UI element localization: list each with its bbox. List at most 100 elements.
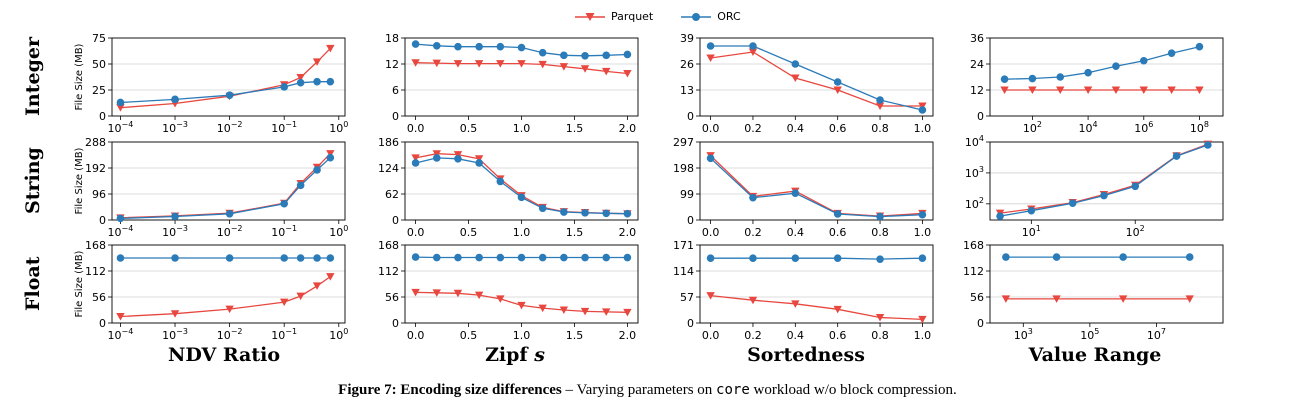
series-line-parquet-string-sortedness <box>710 155 923 217</box>
point-orc-string-ndv-ratio <box>296 181 305 190</box>
legend-label-orc: ORC <box>717 10 741 23</box>
point-parquet-float-zipf-s <box>496 295 505 303</box>
point-orc-string-ndv-ratio <box>280 199 288 208</box>
point-parquet-integer-value-range <box>1056 86 1065 94</box>
xtick-label-integer-zipf-s: 1.5 <box>566 122 584 135</box>
point-orc-string-zipf-s <box>602 209 611 218</box>
point-parquet-string-zipf-s <box>453 151 463 159</box>
axes-frame-integer-zipf-s <box>404 37 639 117</box>
xtick-label-integer-sortedness: 0.8 <box>871 122 889 135</box>
point-parquet-integer-zipf-s <box>474 60 484 68</box>
panel-float-value-range: 0 56 112 168 103 105 107 <box>963 239 1224 342</box>
ytick-label-integer-sortedness: 39 <box>680 32 694 45</box>
point-parquet-float-zipf-s <box>580 307 590 316</box>
point-orc-float-sortedness <box>706 254 715 263</box>
point-orc-integer-zipf-s <box>560 51 568 60</box>
point-orc-integer-sortedness <box>791 60 800 68</box>
panel-integer-value-range: 0 12 24 36 102 104 106 108 <box>970 32 1224 135</box>
point-orc-integer-value-range <box>1112 62 1120 70</box>
ytick-label-integer-value-range: 0 <box>977 110 984 123</box>
ytick-label-string-ndv-ratio: 288 <box>85 136 106 149</box>
point-parquet-float-zipf-s <box>474 291 484 300</box>
series-line-parquet-float-sortedness <box>710 294 923 321</box>
point-orc-integer-sortedness <box>876 96 884 104</box>
point-orc-integer-zipf-s <box>538 48 547 57</box>
axes-frame-integer-ndv-ratio <box>111 37 346 117</box>
xtick-label-float-ndv-ratio: 100 <box>329 327 348 342</box>
point-orc-float-ndv-ratio <box>326 254 335 262</box>
ytick-label-integer-zipf-s: 18 <box>385 32 399 45</box>
point-orc-float-ndv-ratio <box>296 254 305 262</box>
point-parquet-float-value-range <box>1185 295 1194 303</box>
xtick-label-integer-sortedness: 0.2 <box>744 122 762 135</box>
point-orc-float-sortedness <box>918 254 927 263</box>
point-parquet-float-ndv-ratio <box>116 313 125 321</box>
xtick-label-string-zipf-s: 1.5 <box>566 226 584 239</box>
ytick-label-string-value-range: 102 <box>965 196 984 211</box>
ytick-label-float-sortedness: 0 <box>687 317 694 330</box>
point-parquet-string-ndv-ratio <box>326 150 335 158</box>
legend-marker-orc <box>681 12 712 21</box>
point-parquet-float-value-range <box>1118 295 1128 303</box>
panel-string-ndv-ratio: 0 96 192 288 10−4 10−3 10−2 10−1 100 File Size (M… <box>74 136 348 239</box>
axes-frame-float-zipf-s <box>404 244 639 324</box>
point-orc-float-zipf-s <box>432 253 441 262</box>
ytick-label-integer-sortedness: 13 <box>680 84 694 97</box>
ytick-label-string-ndv-ratio: 0 <box>99 214 106 227</box>
ytick-label-integer-ndv-ratio: 50 <box>92 58 106 71</box>
point-orc-integer-value-range <box>1056 73 1065 81</box>
point-orc-integer-zipf-s <box>454 42 462 51</box>
xtick-label-integer-ndv-ratio: 10−3 <box>162 120 188 135</box>
xtick-label-integer-sortedness: 0.4 <box>787 122 805 135</box>
point-orc-string-zipf-s <box>517 193 526 202</box>
axes-frame-float-ndv-ratio <box>111 244 346 324</box>
point-orc-integer-zipf-s <box>581 51 589 60</box>
point-orc-float-zipf-s <box>411 253 420 261</box>
xtick-label-string-sortedness: 0.4 <box>787 226 805 239</box>
point-orc-integer-value-range <box>1000 75 1009 83</box>
point-parquet-float-ndv-ratio <box>225 305 234 314</box>
point-parquet-integer-zipf-s <box>453 60 463 68</box>
point-orc-string-zipf-s <box>560 208 568 216</box>
point-parquet-integer-sortedness <box>875 102 885 110</box>
point-orc-string-sortedness <box>706 154 715 163</box>
point-orc-string-ndv-ratio <box>225 209 234 218</box>
point-orc-integer-zipf-s <box>602 51 611 60</box>
xtick-label-integer-zipf-s: 2.0 <box>619 122 637 135</box>
series-line-orc-integer-value-range <box>1004 46 1200 80</box>
point-parquet-integer-value-range <box>1028 86 1037 94</box>
ytick-label-float-zipf-s: 56 <box>385 291 399 304</box>
point-orc-string-zipf-s <box>432 154 441 162</box>
ytick-label-string-zipf-s: 62 <box>385 188 399 201</box>
point-parquet-float-sortedness <box>748 296 758 305</box>
point-orc-string-value-range <box>996 212 1004 220</box>
point-orc-integer-zipf-s <box>432 42 441 50</box>
point-orc-integer-ndv-ratio <box>313 77 321 86</box>
point-orc-string-zipf-s <box>454 154 462 163</box>
xtick-label-integer-value-range: 104 <box>1079 120 1098 135</box>
axes-frame-string-value-range <box>989 141 1224 221</box>
point-parquet-float-zipf-s <box>623 308 632 317</box>
point-orc-float-sortedness <box>791 254 800 263</box>
xtick-label-integer-sortedness: 1.0 <box>914 122 932 135</box>
xtick-label-string-zipf-s: 2.0 <box>619 226 637 239</box>
xtick-label-float-sortedness: 0.4 <box>787 329 805 342</box>
legend-label-parquet: Parquet <box>611 10 654 23</box>
point-orc-string-ndv-ratio <box>171 212 179 221</box>
chart-legend: Parquet ORC <box>575 10 741 23</box>
point-parquet-integer-zipf-s <box>559 63 569 71</box>
ytick-label-float-ndv-ratio: 56 <box>92 291 106 304</box>
ytick-label-string-zipf-s: 186 <box>378 136 399 149</box>
ytick-label-float-value-range: 112 <box>963 265 984 278</box>
point-orc-string-sortedness <box>918 210 927 219</box>
point-orc-integer-sortedness <box>833 78 842 86</box>
point-parquet-integer-zipf-s <box>602 67 611 76</box>
xtick-label-string-sortedness: 0.0 <box>702 226 720 239</box>
point-orc-integer-sortedness <box>749 42 757 50</box>
point-parquet-integer-ndv-ratio <box>296 74 305 82</box>
point-parquet-integer-zipf-s <box>517 60 526 68</box>
series-line-orc-float-sortedness <box>710 257 923 260</box>
point-orc-float-zipf-s <box>560 253 568 262</box>
series-line-parquet-integer-sortedness <box>710 51 923 107</box>
point-orc-string-zipf-s <box>538 204 547 213</box>
